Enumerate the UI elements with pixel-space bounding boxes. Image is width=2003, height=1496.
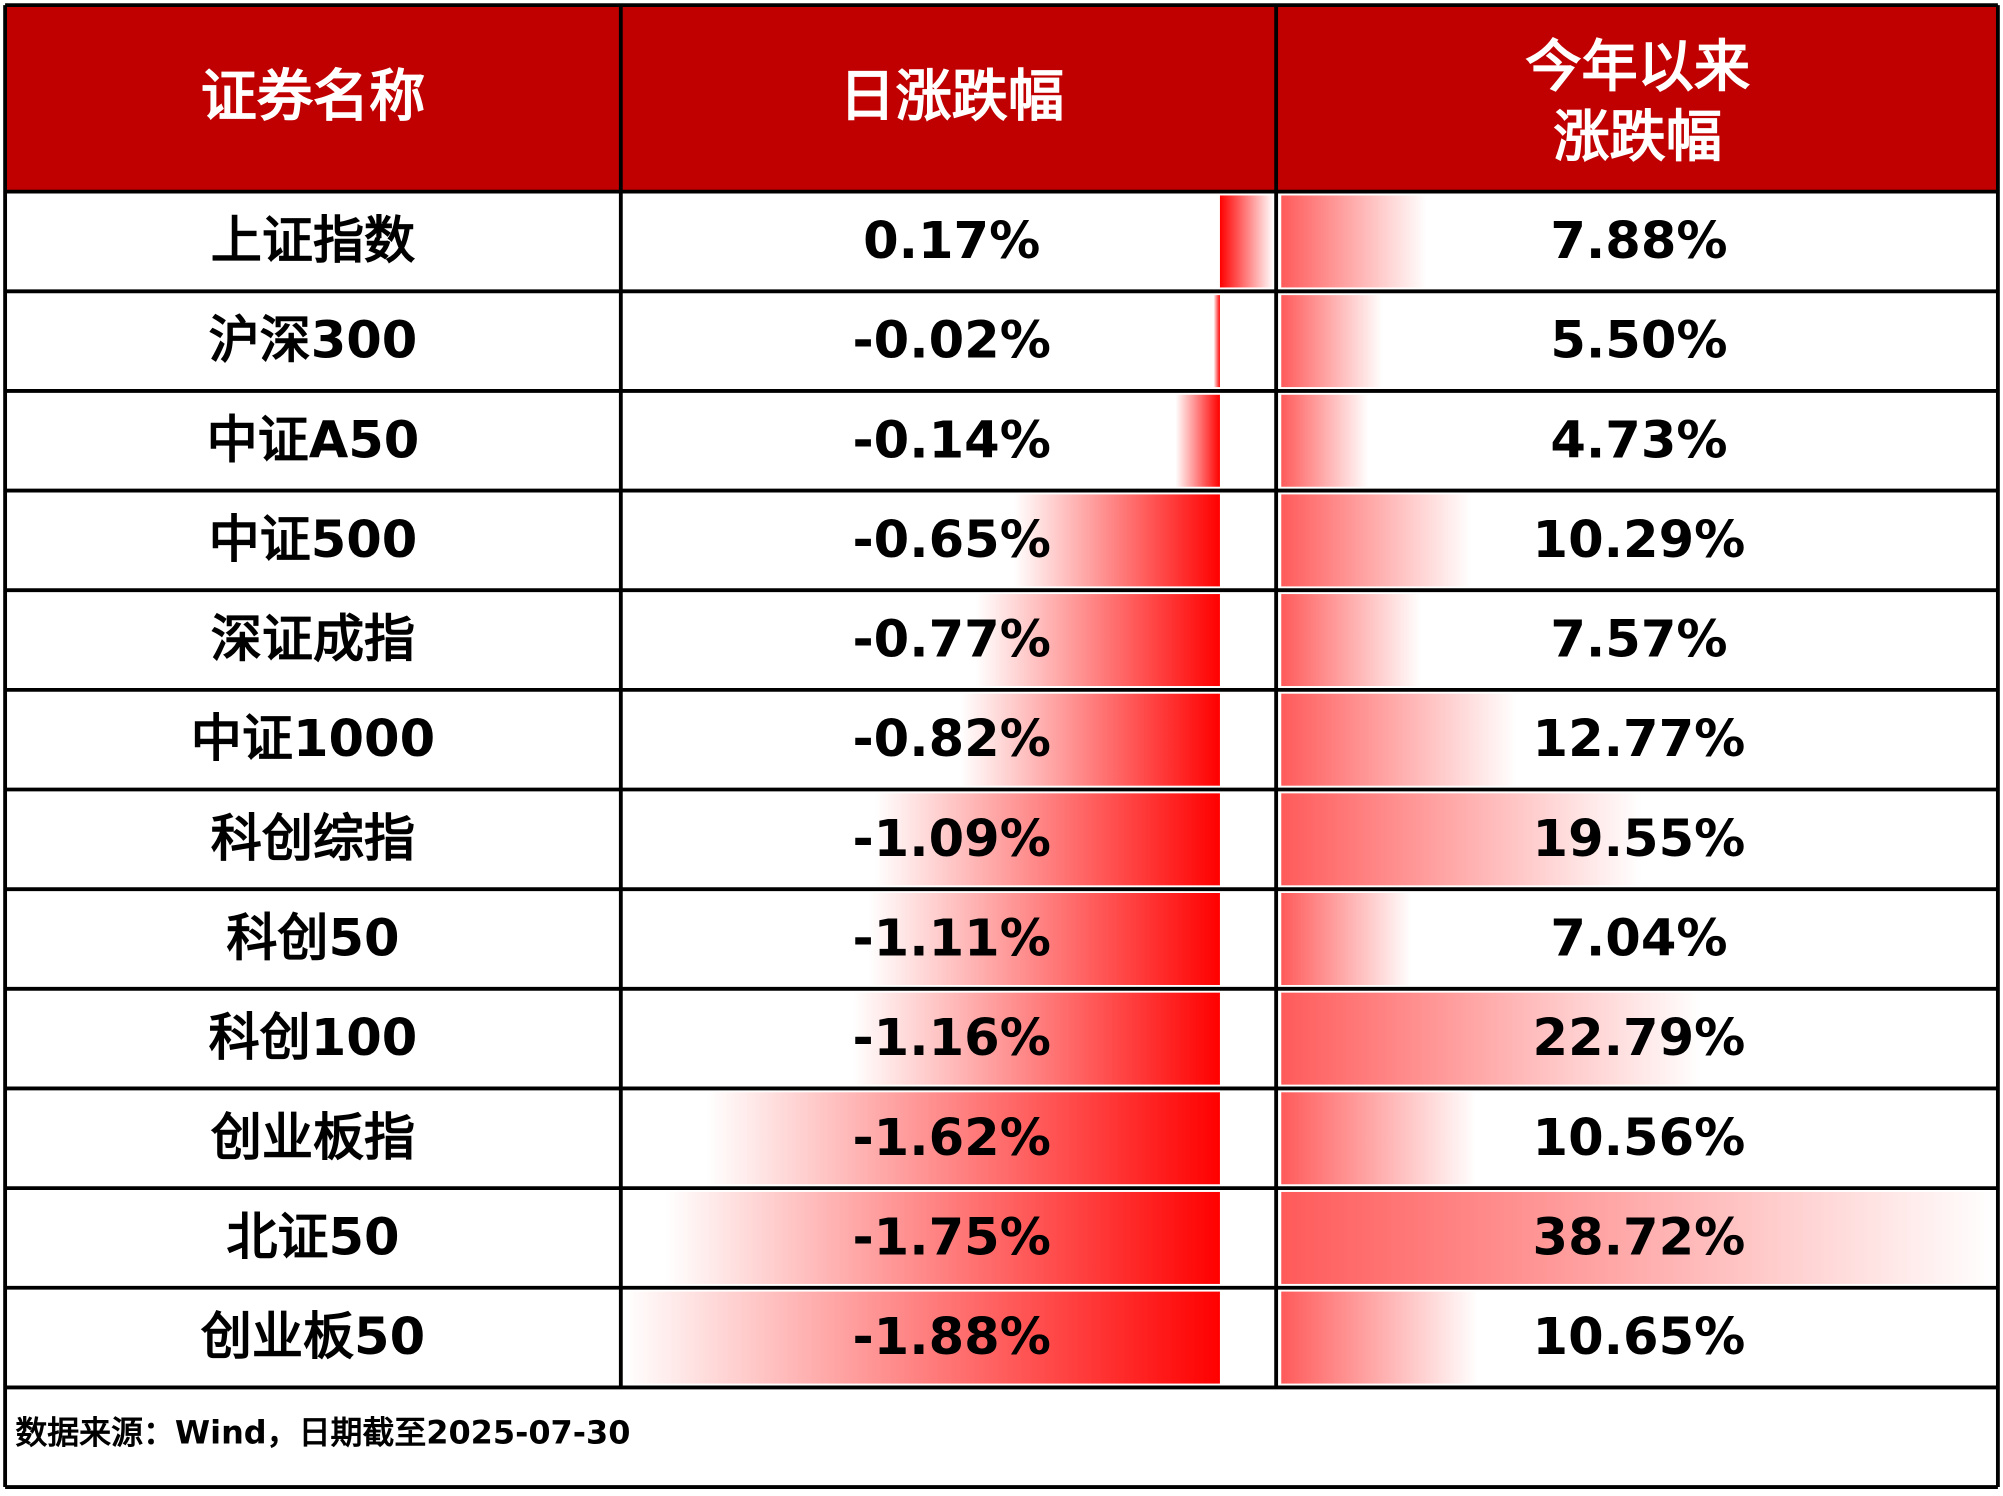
daily-bar <box>868 893 1220 985</box>
daily-bar <box>1213 295 1220 388</box>
daily-cell: -0.14% <box>852 411 1050 470</box>
ytd-bar <box>1281 394 1369 487</box>
ytd-bar <box>1281 693 1517 786</box>
name-cell: 中证500 <box>209 511 418 570</box>
daily-cell: -0.82% <box>852 710 1050 769</box>
name-cell: 创业板50 <box>201 1308 425 1367</box>
ytd-bar <box>1281 1291 1478 1384</box>
ytd-cell: 7.57% <box>1550 611 1727 670</box>
daily-bar <box>960 693 1220 786</box>
ytd-cell: 12.77% <box>1533 710 1746 769</box>
daily-cell: -0.65% <box>852 511 1050 570</box>
daily-cell: -1.16% <box>852 1009 1050 1068</box>
ytd-cell: 10.29% <box>1533 511 1746 570</box>
ytd-cell: 19.55% <box>1533 810 1746 869</box>
name-cell: 创业板指 <box>211 1109 415 1168</box>
daily-cell: -1.11% <box>852 910 1050 969</box>
name-cell: 深证成指 <box>211 611 415 670</box>
name-cell: 北证50 <box>226 1208 399 1267</box>
ytd-cell: 7.04% <box>1550 910 1727 969</box>
ytd-cell: 5.50% <box>1550 312 1727 371</box>
header-bg <box>5 5 1998 192</box>
daily-cell: -1.62% <box>852 1109 1050 1168</box>
ytd-cell: 38.72% <box>1533 1208 1746 1267</box>
daily-bar <box>1014 494 1220 587</box>
ytd-cell: 22.79% <box>1533 1009 1746 1068</box>
header: 日涨跌幅 <box>839 64 1064 129</box>
daily-bar <box>624 1291 1220 1384</box>
name-cell: 上证指数 <box>211 212 416 271</box>
daily-bar <box>706 1092 1220 1185</box>
daily-cell: -1.75% <box>852 1208 1050 1267</box>
ytd-bar <box>1281 1092 1477 1185</box>
ytd-bar <box>1281 793 1642 886</box>
daily-bar <box>1219 195 1274 288</box>
ytd-bar <box>1281 295 1383 388</box>
name-cell: 科创50 <box>226 910 399 969</box>
ytd-bar <box>1281 594 1421 687</box>
daily-cell: -1.09% <box>852 810 1050 869</box>
name-cell: 中证1000 <box>191 710 435 769</box>
daily-cell: 0.17% <box>863 212 1040 271</box>
daily-bar <box>874 793 1220 886</box>
ytd-bar <box>1281 893 1412 985</box>
ytd-cell: 7.88% <box>1550 212 1727 271</box>
ytd-cell: 10.56% <box>1533 1109 1746 1168</box>
daily-cell: -1.88% <box>852 1308 1050 1367</box>
footnote: 数据来源：Wind，日期截至2025-07-30 <box>15 1414 630 1452</box>
ytd-bar <box>1281 195 1427 288</box>
daily-bar <box>976 594 1220 687</box>
daily-bar <box>665 1191 1220 1284</box>
name-cell: 沪深300 <box>209 312 418 371</box>
ytd-bar <box>1281 1191 1996 1284</box>
header: 今年以来 <box>1525 35 1751 100</box>
daily-bar <box>852 992 1220 1085</box>
daily-bar <box>1175 394 1220 487</box>
ytd-bar <box>1281 992 1702 1085</box>
name-cell: 科创综指 <box>211 810 415 869</box>
header: 涨跌幅 <box>1553 105 1722 170</box>
name-cell: 科创100 <box>209 1009 418 1068</box>
ytd-cell: 10.65% <box>1533 1308 1746 1367</box>
header: 证券名称 <box>201 64 426 129</box>
name-cell: 中证A50 <box>207 411 420 470</box>
daily-cell: -0.77% <box>852 611 1050 670</box>
daily-cell: -0.02% <box>852 312 1050 371</box>
ytd-cell: 4.73% <box>1550 411 1727 470</box>
ytd-bar <box>1281 494 1472 587</box>
